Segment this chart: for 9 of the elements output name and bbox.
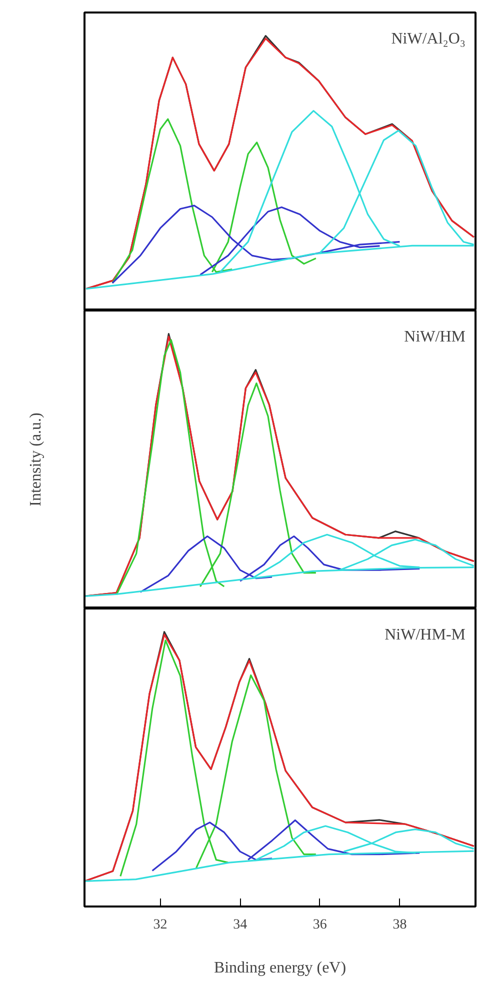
x-tick-label: 34 (233, 918, 248, 932)
annotation: NiW/Al₂O₃ (391, 30, 466, 48)
annotation: NiW/HM (404, 328, 466, 346)
annotation: NiW/HM-M (384, 626, 466, 644)
x-tick-label: 36 (312, 918, 327, 932)
x-tick-label: 38 (392, 918, 407, 932)
x-axis-title: Binding energy (eV) (214, 960, 346, 976)
x-tick-label: 32 (153, 918, 168, 932)
y-axis-title: Intensity (a.u.) (28, 412, 44, 506)
